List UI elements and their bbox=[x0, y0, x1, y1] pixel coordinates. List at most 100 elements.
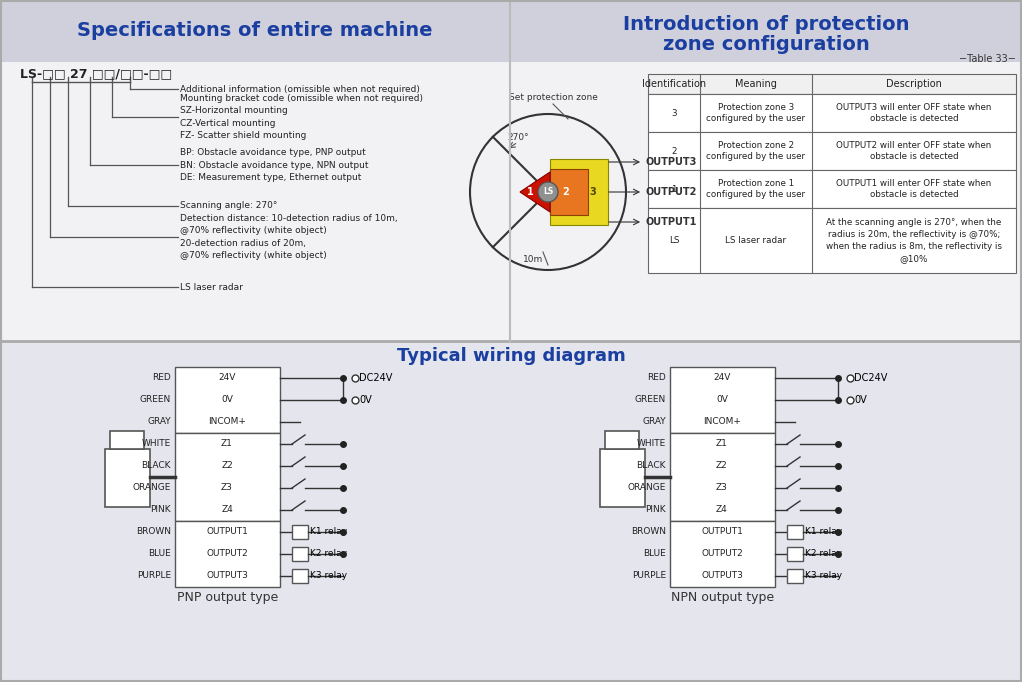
Text: 10m: 10m bbox=[523, 256, 543, 265]
Text: 2: 2 bbox=[671, 147, 677, 155]
Text: Z2: Z2 bbox=[716, 462, 728, 471]
Bar bbox=[648, 74, 1016, 94]
Text: Additional information (omissible when not required): Additional information (omissible when n… bbox=[180, 85, 420, 93]
Text: Introduction of protection: Introduction of protection bbox=[622, 14, 910, 33]
Text: RED: RED bbox=[647, 374, 666, 383]
Bar bbox=[0, 62, 1022, 341]
Text: DC24V: DC24V bbox=[854, 373, 887, 383]
Text: OUTPUT1 will enter OFF state when
obstacle is detected: OUTPUT1 will enter OFF state when obstac… bbox=[836, 179, 991, 199]
Text: OUTPUT3: OUTPUT3 bbox=[206, 572, 248, 580]
Text: LS laser radar: LS laser radar bbox=[180, 282, 243, 291]
Text: BLUE: BLUE bbox=[643, 550, 666, 559]
Text: K3 relay: K3 relay bbox=[805, 572, 842, 580]
Circle shape bbox=[538, 182, 558, 202]
Text: LS laser radar: LS laser radar bbox=[726, 236, 787, 245]
Text: OUTPUT2: OUTPUT2 bbox=[206, 550, 248, 559]
Text: 24V: 24V bbox=[713, 374, 731, 383]
Text: PNP output type: PNP output type bbox=[177, 591, 278, 604]
Text: GRAY: GRAY bbox=[147, 417, 171, 426]
Text: OUTPUT1: OUTPUT1 bbox=[701, 527, 743, 537]
Bar bbox=[787, 547, 803, 561]
Text: Protection zone 2
configured by the user: Protection zone 2 configured by the user bbox=[706, 140, 805, 162]
Text: −Table 33−: −Table 33− bbox=[959, 54, 1016, 64]
Bar bbox=[550, 169, 588, 215]
Text: Z1: Z1 bbox=[221, 439, 233, 449]
Text: K1 relay: K1 relay bbox=[805, 527, 842, 537]
Text: PURPLE: PURPLE bbox=[632, 572, 666, 580]
Bar bbox=[550, 159, 608, 225]
Text: 0V: 0V bbox=[221, 396, 233, 404]
Text: K2 relay: K2 relay bbox=[310, 550, 347, 559]
Text: Meaning: Meaning bbox=[735, 79, 777, 89]
Text: Protection zone 1
configured by the user: Protection zone 1 configured by the user bbox=[706, 179, 805, 199]
Bar bbox=[648, 132, 1016, 170]
Text: BLUE: BLUE bbox=[148, 550, 171, 559]
Text: OUTPUT1: OUTPUT1 bbox=[645, 217, 696, 227]
Text: ORANGE: ORANGE bbox=[133, 484, 171, 492]
Text: OUTPUT2: OUTPUT2 bbox=[645, 187, 696, 197]
Text: K1 relay: K1 relay bbox=[310, 527, 347, 537]
Bar bbox=[292, 547, 308, 561]
Text: K3 relay: K3 relay bbox=[310, 572, 347, 580]
Text: Specifications of entire machine: Specifications of entire machine bbox=[78, 22, 432, 40]
Text: Protection zone 3
configured by the user: Protection zone 3 configured by the user bbox=[706, 102, 805, 123]
Text: PURPLE: PURPLE bbox=[137, 572, 171, 580]
Text: Z4: Z4 bbox=[221, 505, 233, 514]
Bar bbox=[292, 525, 308, 539]
Text: BP: Obstacle avoidance type, PNP output
BN: Obstacle avoidance type, NPN output
: BP: Obstacle avoidance type, PNP output … bbox=[180, 148, 369, 182]
Text: LS-□□ 27 □□/□□-□□: LS-□□ 27 □□/□□-□□ bbox=[20, 68, 172, 80]
Bar bbox=[175, 521, 280, 587]
Text: DC24V: DC24V bbox=[359, 373, 392, 383]
Text: GREEN: GREEN bbox=[140, 396, 171, 404]
Text: Z3: Z3 bbox=[221, 484, 233, 492]
Text: BLACK: BLACK bbox=[637, 462, 666, 471]
Text: Identification: Identification bbox=[642, 79, 706, 89]
Text: OUTPUT2: OUTPUT2 bbox=[701, 550, 743, 559]
Text: LS: LS bbox=[543, 188, 553, 196]
Text: 2: 2 bbox=[563, 187, 569, 197]
Text: 270°: 270° bbox=[507, 132, 528, 141]
Bar bbox=[110, 431, 144, 449]
Bar bbox=[787, 525, 803, 539]
Text: 1: 1 bbox=[671, 185, 677, 194]
Text: Typical wiring diagram: Typical wiring diagram bbox=[397, 347, 625, 365]
Text: OUTPUT3: OUTPUT3 bbox=[645, 157, 696, 167]
Polygon shape bbox=[520, 172, 550, 212]
Text: 3: 3 bbox=[671, 108, 677, 117]
Text: OUTPUT3 will enter OFF state when
obstacle is detected: OUTPUT3 will enter OFF state when obstac… bbox=[836, 102, 991, 123]
Text: Z4: Z4 bbox=[716, 505, 728, 514]
Bar bbox=[648, 94, 1016, 132]
Text: Set protection zone: Set protection zone bbox=[509, 93, 598, 102]
Text: WHITE: WHITE bbox=[142, 439, 171, 449]
Bar bbox=[0, 0, 510, 62]
Bar bbox=[648, 170, 1016, 208]
Bar bbox=[175, 433, 280, 521]
Text: Scanning angle: 270°: Scanning angle: 270° bbox=[180, 201, 277, 211]
Text: GRAY: GRAY bbox=[643, 417, 666, 426]
Bar bbox=[605, 431, 639, 449]
Text: RED: RED bbox=[152, 374, 171, 383]
Text: OUTPUT1: OUTPUT1 bbox=[206, 527, 248, 537]
Text: INCOM+: INCOM+ bbox=[208, 417, 246, 426]
Text: ORANGE: ORANGE bbox=[628, 484, 666, 492]
Text: INCOM+: INCOM+ bbox=[703, 417, 741, 426]
Text: zone configuration: zone configuration bbox=[662, 35, 870, 53]
Text: Z3: Z3 bbox=[716, 484, 728, 492]
Text: PINK: PINK bbox=[645, 505, 666, 514]
Bar bbox=[510, 0, 1022, 62]
Text: BROWN: BROWN bbox=[136, 527, 171, 537]
Text: GREEN: GREEN bbox=[635, 396, 666, 404]
Bar bbox=[175, 367, 280, 433]
Bar bbox=[787, 569, 803, 583]
Text: 0V: 0V bbox=[854, 395, 867, 405]
Text: 0V: 0V bbox=[716, 396, 728, 404]
Text: NPN output type: NPN output type bbox=[670, 591, 774, 604]
Bar bbox=[0, 341, 1022, 682]
Text: 24V: 24V bbox=[219, 374, 236, 383]
Text: OUTPUT2 will enter OFF state when
obstacle is detected: OUTPUT2 will enter OFF state when obstac… bbox=[836, 140, 991, 162]
Text: At the scanning angle is 270°, when the
radius is 20m, the reflectivity is @70%;: At the scanning angle is 270°, when the … bbox=[826, 218, 1002, 263]
Bar bbox=[670, 521, 775, 587]
Text: LS: LS bbox=[668, 236, 680, 245]
Text: PINK: PINK bbox=[150, 505, 171, 514]
Bar bbox=[670, 433, 775, 521]
